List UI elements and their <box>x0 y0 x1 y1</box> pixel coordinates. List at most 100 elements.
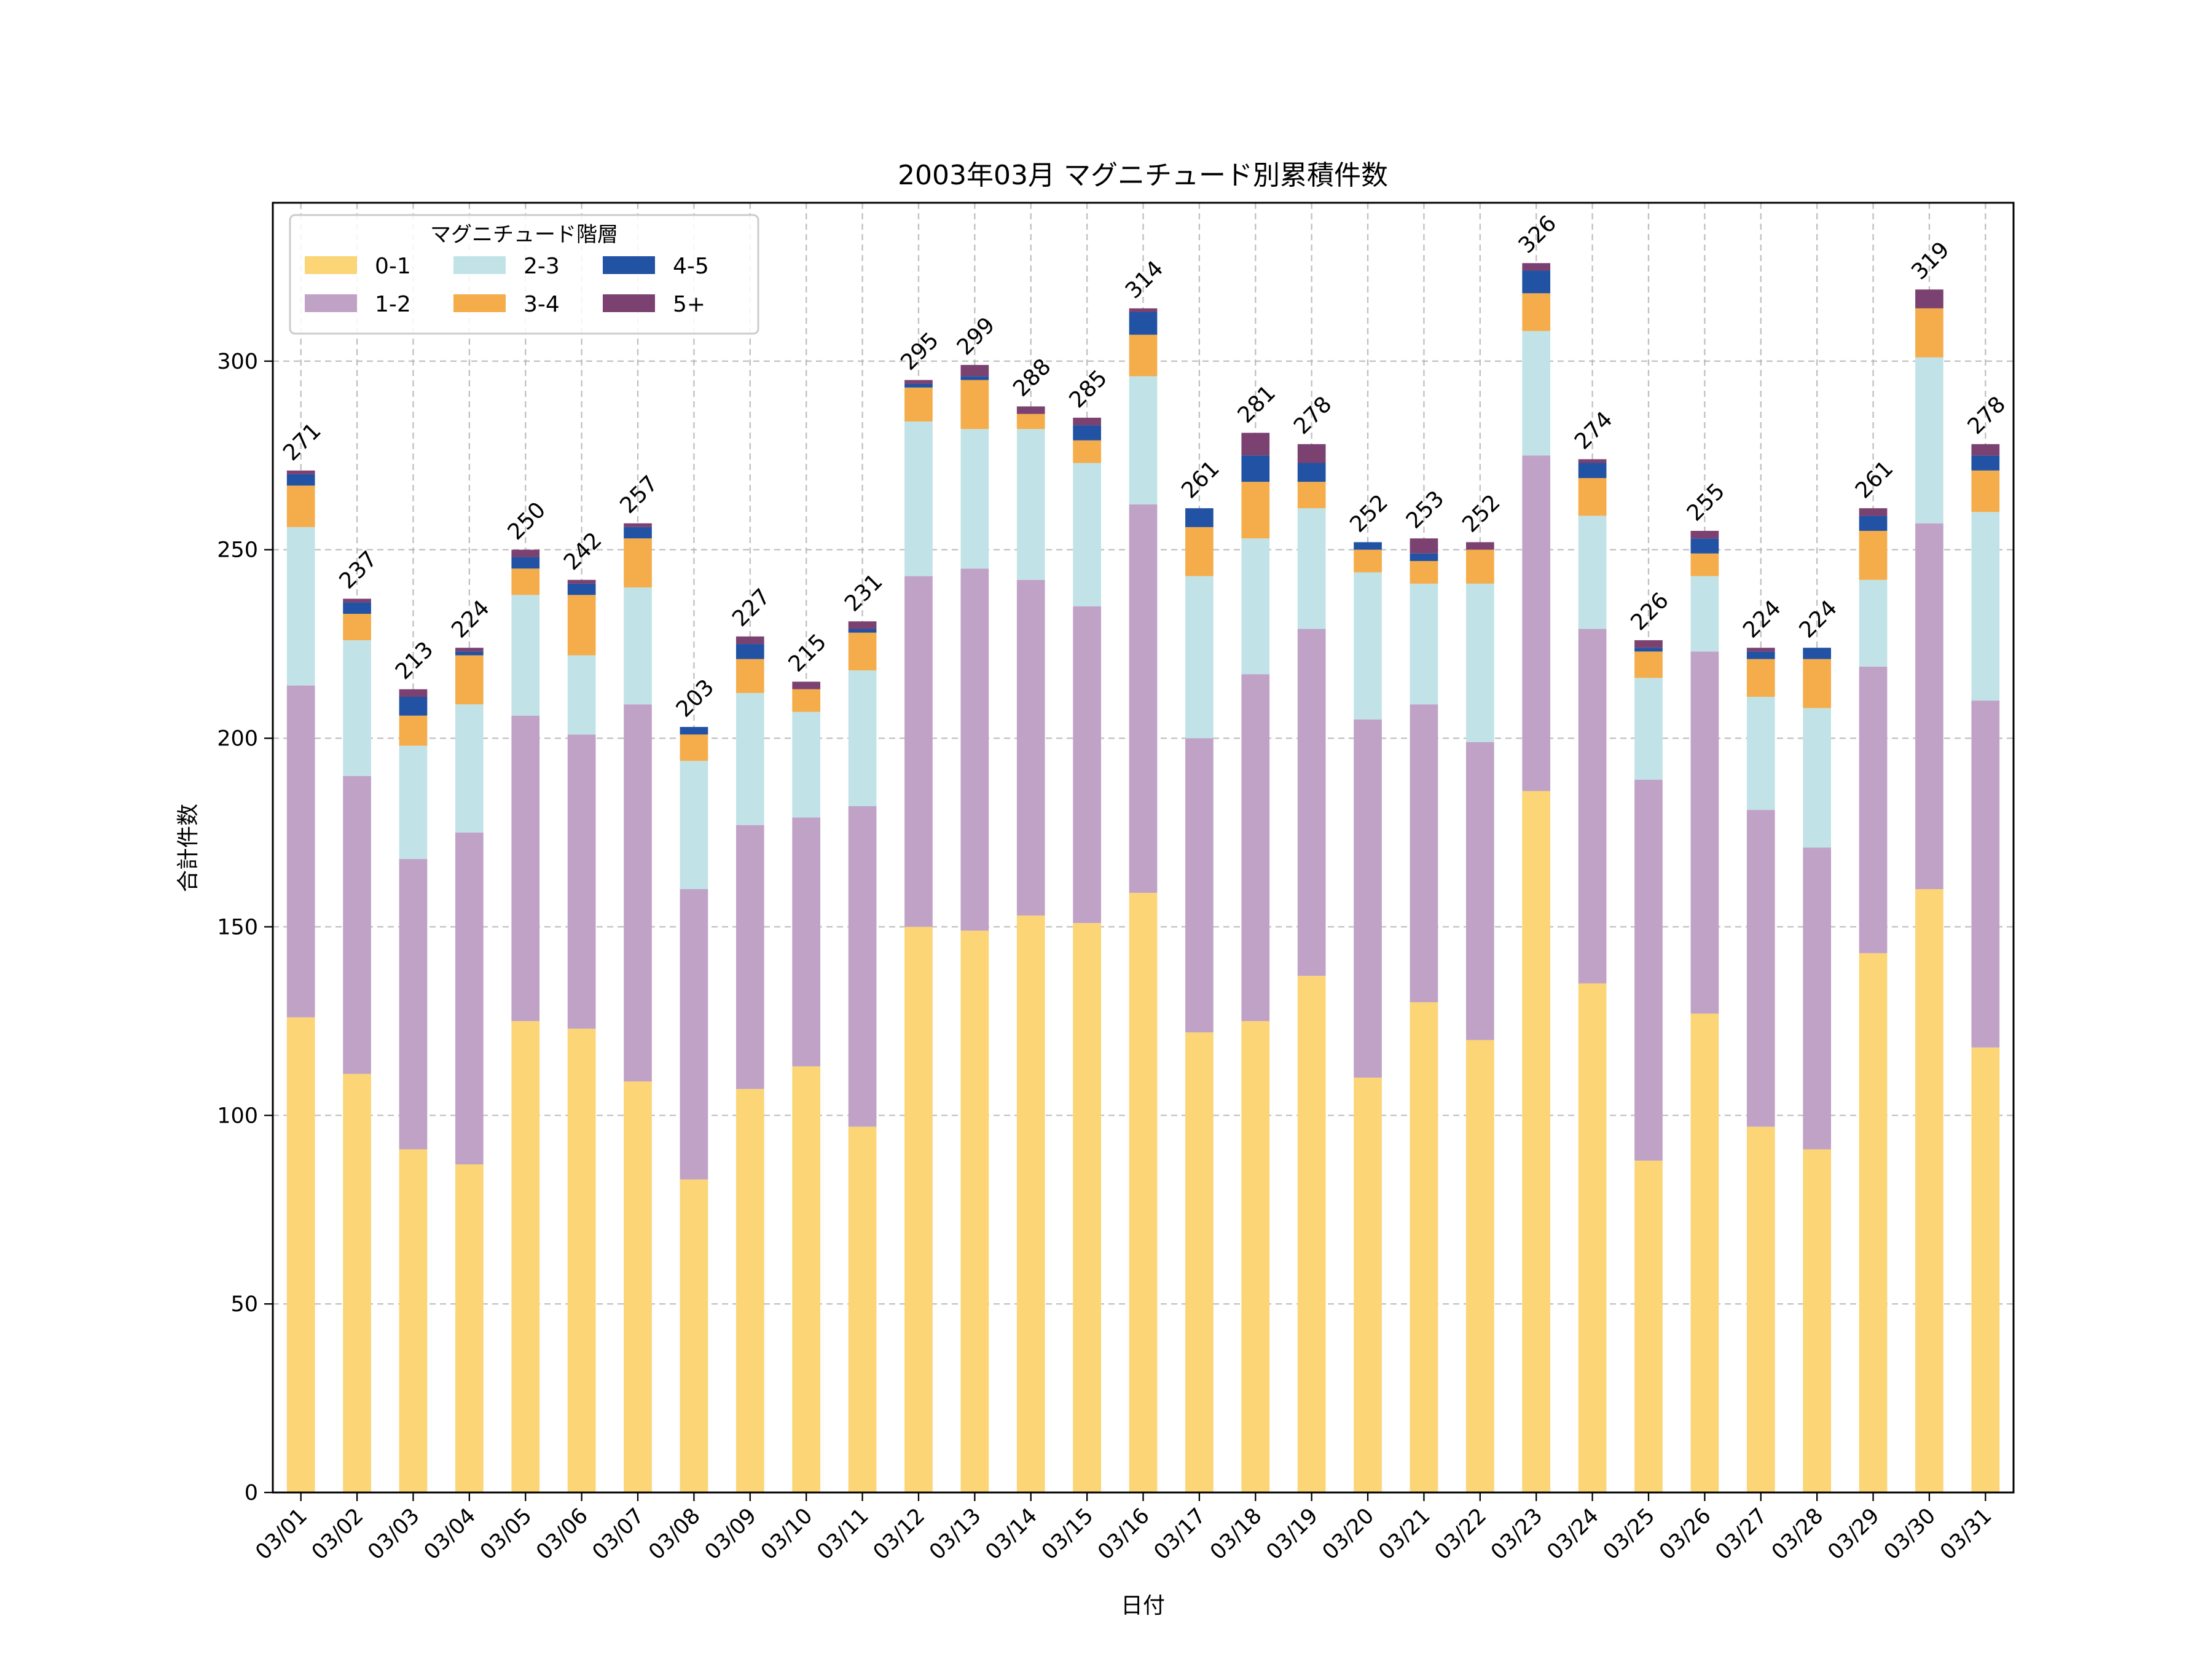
bar-segment-0-1 <box>1690 1013 1719 1492</box>
legend-label: 0-1 <box>375 254 411 279</box>
bar-segment-0-1 <box>511 1021 540 1492</box>
bar-segment-5plus <box>1297 444 1326 463</box>
bar-segment-4-5 <box>1634 648 1663 652</box>
bar-segment-5plus <box>567 579 596 584</box>
bar-segment-3-4 <box>680 734 708 761</box>
bar-segment-4-5 <box>1354 542 1382 550</box>
bar-segment-0-1 <box>735 1089 764 1492</box>
bar-segment-1-2 <box>511 715 540 1021</box>
y-tick-label: 100 <box>217 1104 258 1128</box>
bar-segment-3-4 <box>1410 561 1438 584</box>
bar-segment-0-1 <box>1971 1047 2000 1492</box>
bar-segment-4-5 <box>680 727 708 735</box>
bar-segment-4-5 <box>1746 651 1775 659</box>
y-axis-label: 合計件数 <box>176 804 201 892</box>
bar-segment-1-2 <box>1915 523 1943 890</box>
bar-segment-4-5 <box>960 376 989 380</box>
bar-segment-2-3 <box>1522 331 1551 456</box>
bar-segment-5plus <box>1410 538 1438 554</box>
bar-segment-3-4 <box>1578 478 1607 516</box>
bar-segment-2-3 <box>960 429 989 569</box>
bar-segment-0-1 <box>1185 1032 1214 1492</box>
bar-segment-2-3 <box>1803 708 1831 848</box>
bar-segment-3-4 <box>1073 440 1101 463</box>
bar-segment-2-3 <box>1185 576 1214 739</box>
bar-segment-5plus <box>399 689 428 697</box>
legend-item: 0-1 <box>305 254 411 279</box>
bar-segment-2-3 <box>1634 678 1663 780</box>
bar-segment-1-2 <box>1690 651 1719 1014</box>
bar-segment-5plus <box>1634 640 1663 648</box>
bar-segment-2-3 <box>735 692 764 825</box>
bar-segment-3-4 <box>624 538 652 588</box>
bar-segment-2-3 <box>567 655 596 735</box>
bar-segment-0-1 <box>1410 1002 1438 1492</box>
bar-segment-0-1 <box>624 1081 652 1492</box>
bar-segment-2-3 <box>1354 572 1382 720</box>
legend-item: 4-5 <box>603 254 709 279</box>
bar-segment-4-5 <box>1690 538 1719 554</box>
bar-segment-1-2 <box>904 576 933 927</box>
bar-segment-3-4 <box>1803 659 1831 708</box>
bar-segment-1-2 <box>960 568 989 931</box>
bar-segment-0-1 <box>1859 953 1888 1492</box>
bar-segment-4-5 <box>1129 312 1158 335</box>
bar-segment-2-3 <box>1690 576 1719 652</box>
bar-segment-5plus <box>904 380 933 384</box>
bar-segment-2-3 <box>1410 583 1438 705</box>
bar-segment-5plus <box>1241 433 1270 456</box>
legend-swatch <box>603 294 655 312</box>
bar-segment-3-4 <box>455 655 484 705</box>
bar-segment-0-1 <box>1297 976 1326 1492</box>
legend-title: マグニチュード階層 <box>430 222 618 247</box>
bar-segment-3-4 <box>1297 482 1326 509</box>
bar-segment-3-4 <box>1915 308 1943 358</box>
bar-segment-0-1 <box>792 1066 821 1492</box>
bar-segment-2-3 <box>1073 463 1101 606</box>
bar-segment-2-3 <box>792 712 821 818</box>
bar-segment-3-4 <box>735 659 764 693</box>
bar-segment-3-4 <box>1971 470 2000 512</box>
bar-segment-2-3 <box>680 761 708 890</box>
bar-segment-1-2 <box>567 734 596 1029</box>
bar-segment-2-3 <box>1578 516 1607 629</box>
bar-segment-1-2 <box>1578 629 1607 984</box>
bar-segment-3-4 <box>1522 293 1551 331</box>
bar-segment-1-2 <box>343 775 371 1074</box>
bar-segment-5plus <box>511 549 540 557</box>
bar-segment-5plus <box>848 621 877 629</box>
bar-segment-5plus <box>1465 542 1494 550</box>
bar-segment-1-2 <box>1185 738 1214 1033</box>
legend-item: 1-2 <box>305 292 411 317</box>
bar-segment-5plus <box>1129 308 1158 312</box>
bar-segment-4-5 <box>286 474 315 486</box>
y-tick-label: 250 <box>217 538 258 563</box>
bar-segment-0-1 <box>848 1126 877 1492</box>
bar-segment-0-1 <box>1746 1126 1775 1492</box>
bar-segment-4-5 <box>1297 463 1326 482</box>
bar-segment-5plus <box>624 523 652 527</box>
bar-segment-3-4 <box>1129 334 1158 377</box>
bar-segment-3-4 <box>848 632 877 671</box>
bar-segment-1-2 <box>1522 455 1551 791</box>
bar-segment-0-1 <box>1073 923 1101 1492</box>
x-axis-label: 日付 <box>1121 1593 1165 1618</box>
legend-swatch <box>453 294 506 312</box>
legend-label: 5+ <box>673 292 705 317</box>
bar-segment-4-5 <box>1971 455 2000 471</box>
y-tick-label: 0 <box>245 1481 258 1505</box>
bar-segment-1-2 <box>455 832 484 1165</box>
bar-segment-3-4 <box>1354 549 1382 573</box>
bar-segment-3-4 <box>1746 659 1775 697</box>
bar-segment-3-4 <box>1185 527 1214 576</box>
bar-segment-4-5 <box>1241 455 1270 482</box>
bar-segment-5plus <box>343 598 371 603</box>
bar-segment-3-4 <box>511 568 540 595</box>
bar-segment-3-4 <box>792 689 821 712</box>
bar-segment-0-1 <box>1129 893 1158 1492</box>
bar-segment-1-2 <box>1129 504 1158 893</box>
bar-segment-1-2 <box>399 858 428 1150</box>
bar-segment-4-5 <box>904 383 933 388</box>
bar-segment-3-4 <box>1465 549 1494 584</box>
bar-segment-0-1 <box>399 1149 428 1492</box>
